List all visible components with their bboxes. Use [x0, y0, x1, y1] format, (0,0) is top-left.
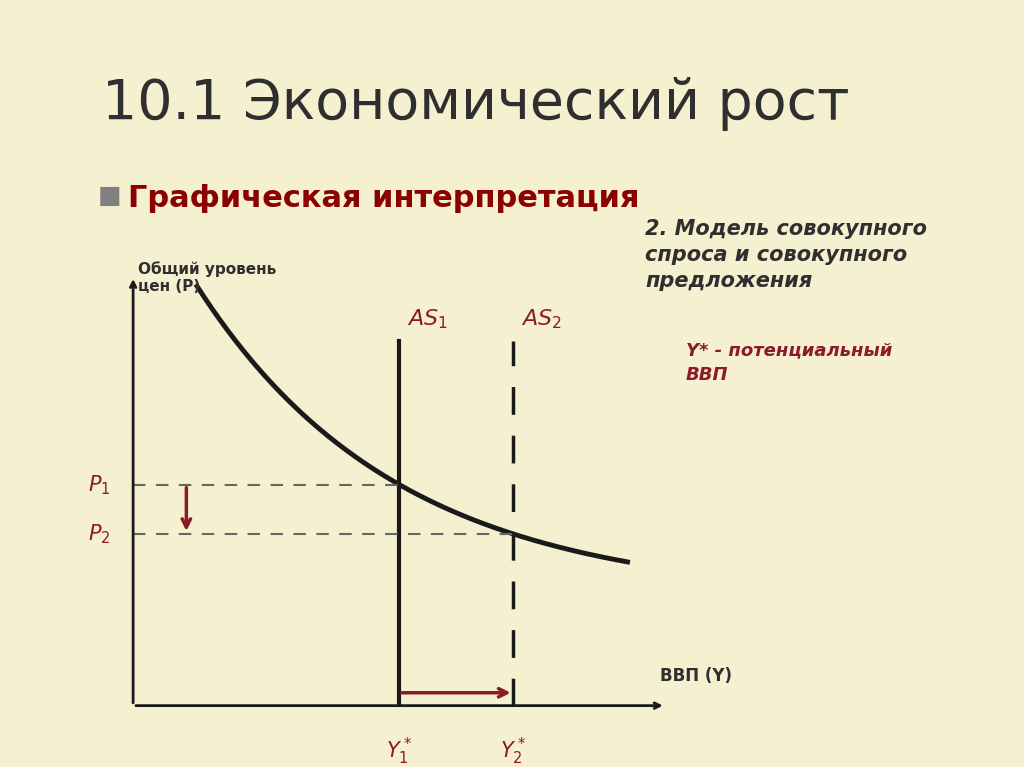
- Text: $P_2$: $P_2$: [88, 522, 111, 545]
- Text: $Y^*_1$: $Y^*_1$: [386, 736, 413, 767]
- Text: 2. Модель совокупного
спроса и совокупного
предложения: 2. Модель совокупного спроса и совокупно…: [645, 219, 927, 291]
- Text: Графическая интерпретация: Графическая интерпретация: [128, 184, 640, 213]
- Text: $P_1$: $P_1$: [88, 473, 111, 497]
- Text: 10.1 Экономический рост: 10.1 Экономический рост: [102, 77, 850, 130]
- Text: Общий уровень
цен (P): Общий уровень цен (P): [138, 261, 276, 294]
- Text: ■: ■: [97, 184, 121, 208]
- Text: $AS_1$: $AS_1$: [407, 308, 447, 331]
- Text: $Y^*_2$: $Y^*_2$: [501, 736, 526, 767]
- Text: ВВП (Y): ВВП (Y): [660, 667, 732, 686]
- Text: Y* - потенциальный
ВВП: Y* - потенциальный ВВП: [686, 341, 893, 384]
- Text: $AS_2$: $AS_2$: [521, 308, 562, 331]
